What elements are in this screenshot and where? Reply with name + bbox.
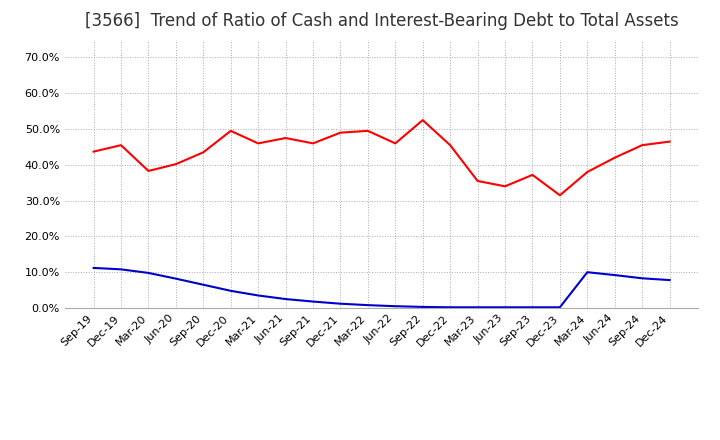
Cash — [254, 141, 263, 146]
Legend: Cash, Interest-Bearing Debt: Cash, Interest-Bearing Debt — [235, 439, 528, 440]
Interest-Bearing Debt — [446, 304, 454, 310]
Cash — [556, 193, 564, 198]
Interest-Bearing Debt — [638, 275, 647, 281]
Interest-Bearing Debt — [309, 299, 318, 304]
Cash — [364, 128, 372, 133]
Cash — [144, 168, 153, 173]
Interest-Bearing Debt — [665, 278, 674, 283]
Interest-Bearing Debt — [89, 265, 98, 271]
Interest-Bearing Debt — [226, 288, 235, 293]
Interest-Bearing Debt — [556, 304, 564, 310]
Interest-Bearing Debt — [117, 267, 125, 272]
Interest-Bearing Debt — [611, 272, 619, 278]
Interest-Bearing Debt — [364, 302, 372, 308]
Cash — [226, 128, 235, 133]
Title: [3566]  Trend of Ratio of Cash and Interest-Bearing Debt to Total Assets: [3566] Trend of Ratio of Cash and Intere… — [85, 12, 678, 30]
Line: Cash: Cash — [94, 120, 670, 195]
Cash — [336, 130, 345, 135]
Cash — [199, 150, 207, 155]
Cash — [665, 139, 674, 144]
Cash — [473, 178, 482, 183]
Cash — [282, 136, 290, 141]
Cash — [391, 141, 400, 146]
Interest-Bearing Debt — [528, 304, 537, 310]
Cash — [611, 155, 619, 160]
Cash — [117, 143, 125, 148]
Cash — [446, 143, 454, 148]
Interest-Bearing Debt — [418, 304, 427, 310]
Interest-Bearing Debt — [583, 270, 592, 275]
Line: Interest-Bearing Debt: Interest-Bearing Debt — [94, 268, 670, 307]
Interest-Bearing Debt — [171, 276, 180, 281]
Cash — [638, 143, 647, 148]
Cash — [583, 169, 592, 175]
Cash — [89, 149, 98, 154]
Cash — [528, 172, 537, 177]
Interest-Bearing Debt — [282, 297, 290, 302]
Interest-Bearing Debt — [391, 304, 400, 309]
Interest-Bearing Debt — [254, 293, 263, 298]
Interest-Bearing Debt — [144, 270, 153, 275]
Cash — [171, 161, 180, 167]
Interest-Bearing Debt — [336, 301, 345, 306]
Interest-Bearing Debt — [473, 304, 482, 310]
Interest-Bearing Debt — [500, 304, 509, 310]
Cash — [309, 141, 318, 146]
Cash — [500, 183, 509, 189]
Cash — [418, 117, 427, 123]
Interest-Bearing Debt — [199, 282, 207, 287]
